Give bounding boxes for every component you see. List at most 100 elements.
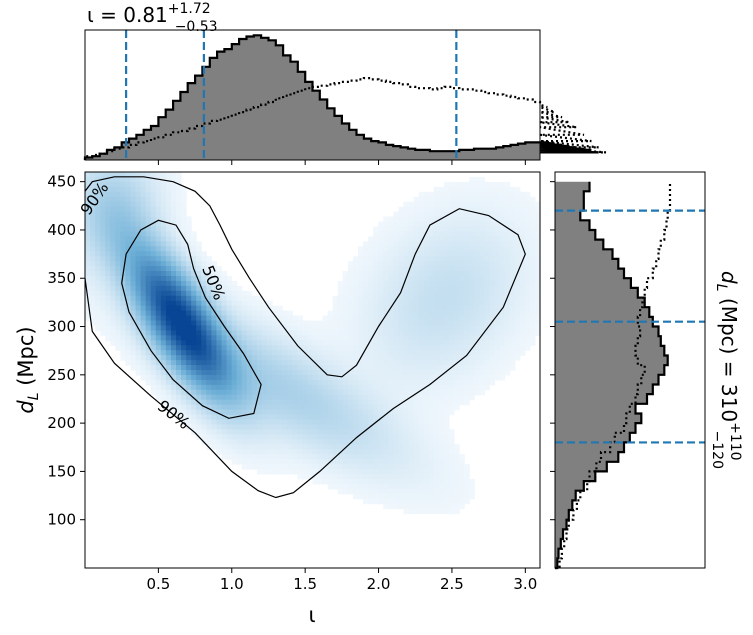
heatmap-cell (277, 345, 283, 351)
heatmap-cell (150, 275, 157, 282)
heatmap-cell (398, 469, 405, 475)
heatmap-cell (428, 389, 435, 396)
heatmap-cell (307, 454, 314, 460)
heatmap-cell (368, 335, 374, 341)
heatmap-cell (494, 191, 501, 198)
heatmap-cell (110, 191, 116, 198)
heatmap-cell (363, 379, 369, 386)
heatmap-cell (186, 251, 192, 257)
heatmap-cell (352, 280, 359, 287)
heatmap-cell (216, 394, 223, 401)
heatmap-cell (519, 261, 526, 267)
heatmap-cell (408, 355, 415, 361)
heatmap-cell (110, 201, 116, 208)
heatmap-cell (176, 399, 182, 406)
heatmap-cell (241, 365, 248, 371)
heatmap-cell (110, 320, 116, 327)
heatmap-cell (418, 360, 425, 366)
heatmap-cell (170, 320, 177, 327)
heatmap-cell (443, 290, 450, 297)
heatmap-cell (327, 414, 334, 421)
heatmap-cell (282, 374, 288, 381)
heatmap-cell (261, 404, 268, 411)
heatmap-cell (337, 424, 344, 430)
heatmap-cell (352, 464, 359, 470)
heatmap-cell (130, 191, 137, 198)
heatmap-cell (388, 404, 394, 411)
heatmap-cell (438, 394, 445, 401)
heatmap-cell (95, 285, 101, 292)
heatmap-cell (226, 374, 233, 381)
heatmap-cell (408, 211, 415, 218)
heatmap-cell (125, 325, 132, 331)
heatmap-cell (256, 444, 263, 450)
heatmap-cell (155, 335, 162, 341)
heatmap-cell (251, 459, 258, 465)
heatmap-cell (413, 404, 420, 411)
heatmap-cell (474, 300, 480, 307)
heatmap-cell (509, 216, 516, 223)
heatmap-cell (368, 280, 374, 287)
heatmap-cell (150, 389, 157, 396)
heatmap-cell (110, 211, 116, 218)
heatmap-cell (347, 449, 354, 455)
heatmap-cell (408, 295, 415, 302)
heatmap-cell (464, 196, 470, 203)
heatmap-cell (95, 300, 101, 307)
heatmap-cell (469, 493, 475, 500)
heatmap-cell (443, 419, 450, 426)
heatmap-cell (499, 360, 506, 366)
heatmap-cell (489, 246, 496, 252)
heatmap-cell (509, 271, 516, 277)
heatmap-cell (378, 241, 384, 247)
heatmap-cell (246, 305, 253, 312)
heatmap-cell (155, 211, 162, 218)
heatmap-cell (363, 374, 369, 381)
heatmap-cell (504, 310, 511, 317)
heatmap-cell (95, 206, 101, 213)
heatmap-cell (282, 439, 288, 445)
heatmap-cell (459, 493, 465, 500)
heatmap-cell (363, 414, 369, 421)
heatmap-cell (307, 414, 314, 421)
heatmap-cell (449, 221, 455, 228)
heatmap-cell (449, 285, 455, 292)
heatmap-cell (363, 488, 369, 495)
heatmap-cell (140, 305, 147, 312)
heatmap-cell (145, 370, 152, 376)
heatmap-cell (221, 449, 228, 455)
heatmap-cell (438, 399, 445, 406)
heatmap-cell (186, 409, 192, 416)
heatmap-cell (499, 241, 506, 247)
heatmap-cell (443, 429, 450, 435)
heatmap-cell (494, 305, 501, 312)
heatmap-cell (368, 424, 374, 430)
heatmap-cell (211, 261, 218, 267)
heatmap-cell (267, 300, 273, 307)
heatmap-cell (181, 246, 187, 252)
heatmap-cell (413, 196, 420, 203)
heatmap-cell (140, 360, 147, 366)
heatmap-cell (534, 266, 541, 272)
heatmap-cell (358, 345, 364, 351)
heatmap-cell (438, 340, 445, 346)
heatmap-cell (418, 345, 425, 351)
heatmap-cell (449, 181, 455, 188)
heatmap-cell (408, 464, 415, 470)
heatmap-cell (186, 335, 192, 341)
heatmap-cell (418, 508, 425, 515)
heatmap-cell (358, 439, 364, 445)
heatmap-cell (352, 424, 359, 430)
heatmap-cell (231, 365, 238, 371)
heatmap-cell (484, 335, 491, 341)
heatmap-cell (297, 449, 303, 455)
heatmap-cell (317, 414, 324, 421)
heatmap-cell (236, 439, 243, 445)
heatmap-cell (368, 325, 374, 331)
heatmap-cell (160, 379, 167, 386)
heatmap-cell (479, 246, 485, 252)
heatmap-cell (297, 459, 303, 465)
heatmap-cell (100, 325, 106, 331)
heatmap-cell (282, 434, 288, 440)
heatmap-cell (317, 449, 324, 455)
